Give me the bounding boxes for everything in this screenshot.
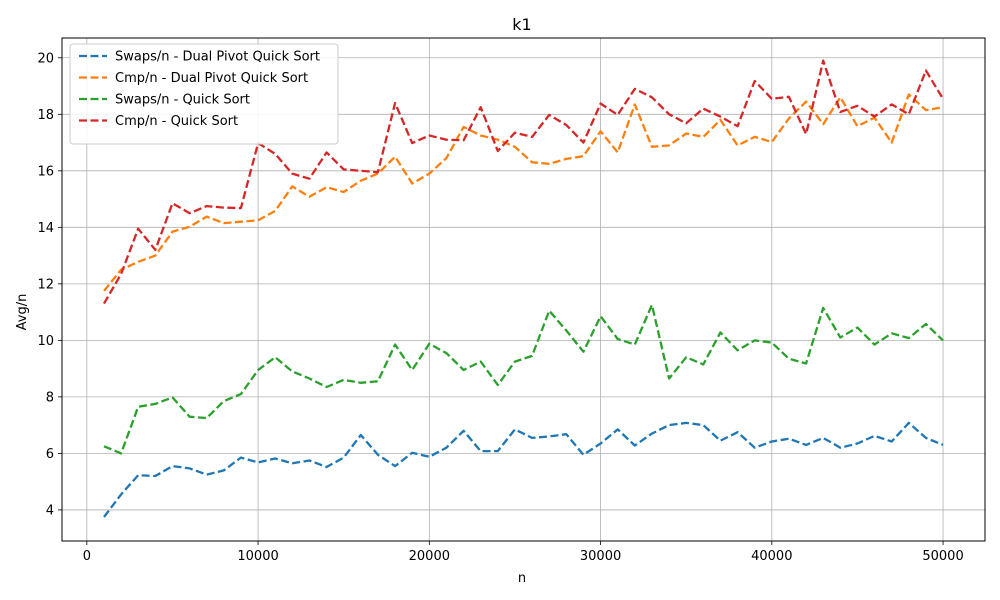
x-tick-label: 50000 <box>922 549 963 564</box>
legend-label-4: Cmp/n - Quick Sort <box>115 114 238 129</box>
x-axis-label: n <box>518 571 526 586</box>
legend: Swaps/n - Dual Pivot Quick Sort Cmp/n - D… <box>69 43 339 145</box>
series-line-4 <box>103 59 944 305</box>
x-axis: 0 10000 20000 30000 40000 50000 <box>83 541 964 564</box>
x-tick-label: 20000 <box>409 549 450 564</box>
chart-title: k1 <box>512 15 531 34</box>
x-tick-label: 0 <box>83 549 91 564</box>
y-tick-label: 6 <box>46 447 54 462</box>
plot-frame <box>61 37 986 542</box>
x-tick-label: 40000 <box>751 549 792 564</box>
y-axis-label: Avg/n <box>15 294 30 331</box>
y-tick-label: 18 <box>37 108 54 123</box>
legend-box <box>69 43 339 145</box>
legend-label-2: Cmp/n - Dual Pivot Quick Sort <box>115 71 308 86</box>
y-tick-label: 10 <box>37 334 54 349</box>
legend-label-3: Swaps/n - Quick Sort <box>115 93 250 108</box>
series-line-1 <box>103 421 944 518</box>
x-tick-label: 30000 <box>580 549 621 564</box>
y-tick-label: 12 <box>37 277 54 292</box>
series-line-3 <box>103 303 944 455</box>
y-axis: 4 6 8 10 12 14 16 18 20 <box>37 51 62 518</box>
legend-label-1: Swaps/n - Dual Pivot Quick Sort <box>115 50 320 65</box>
y-tick-label: 14 <box>37 221 54 236</box>
series-line-2 <box>103 93 944 292</box>
grid <box>62 38 985 541</box>
series-layer <box>103 59 944 518</box>
y-tick-label: 16 <box>37 164 54 179</box>
y-tick-label: 4 <box>46 503 54 518</box>
y-tick-label: 20 <box>37 51 54 66</box>
x-tick-label: 10000 <box>237 549 278 564</box>
y-tick-label: 8 <box>46 390 54 405</box>
